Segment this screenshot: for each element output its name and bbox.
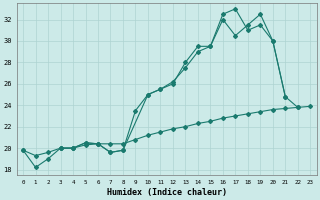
X-axis label: Humidex (Indice chaleur): Humidex (Indice chaleur) <box>107 188 227 197</box>
